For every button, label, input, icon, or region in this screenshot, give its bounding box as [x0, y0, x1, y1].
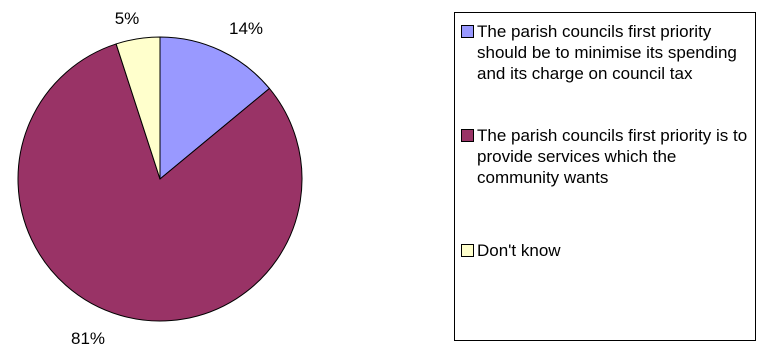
legend-item-minimise-spending: The parish councils first priority shoul… [461, 21, 751, 84]
legend-item-provide-services: The parish councils first priority is to… [461, 125, 751, 188]
pie-slice-provide-services [17, 43, 303, 322]
legend-swatch [461, 244, 474, 257]
legend-item-dont-know: Don't know [461, 240, 751, 261]
legend-swatch [461, 129, 474, 142]
legend-label: The parish councils first priority shoul… [477, 22, 737, 83]
legend-label: The parish councils first priority is to… [477, 126, 748, 187]
pie-chart: 14% 81% 5% [17, 9, 303, 348]
data-label-minimise-spending: 14% [229, 19, 263, 38]
legend: The parish councils first priority shoul… [454, 12, 756, 341]
data-label-dont-know: 5% [115, 9, 140, 28]
data-label-provide-services: 81% [71, 329, 105, 348]
pie-slice-minimise-spending [159, 36, 271, 181]
legend-label: Don't know [477, 241, 561, 260]
pie-slice-dont-know [115, 36, 161, 180]
pie-chart-svg: 14% 81% 5% [17, 9, 303, 348]
legend-swatch [461, 25, 474, 38]
